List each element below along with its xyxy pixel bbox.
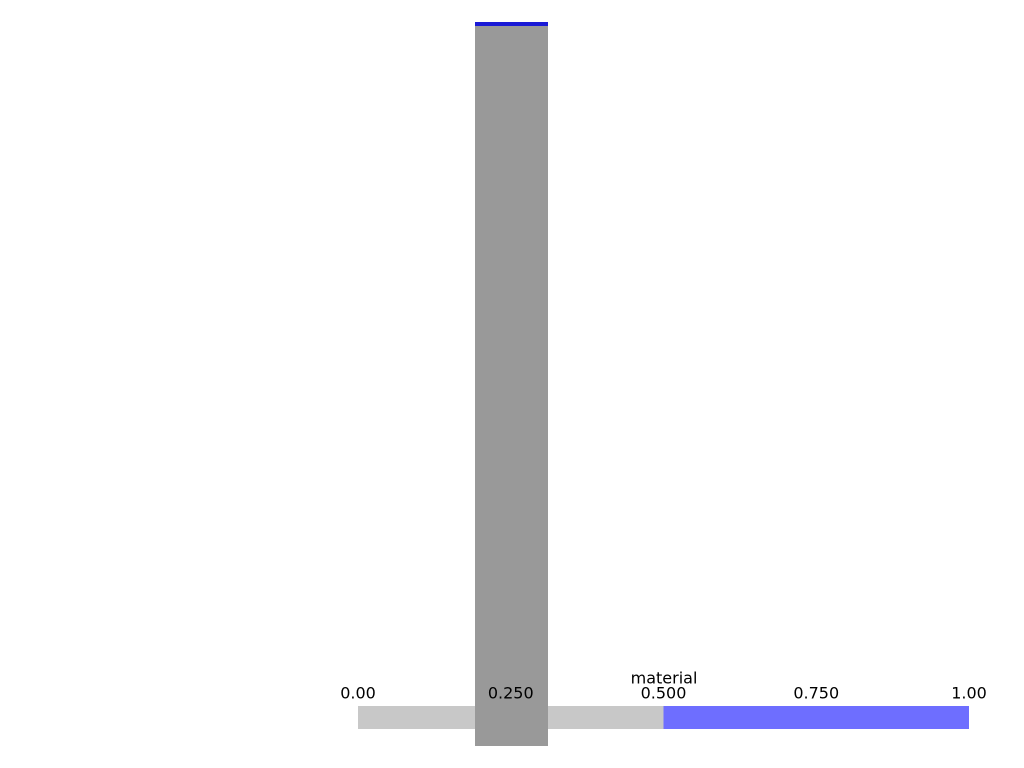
tick-label: 1.00 (951, 684, 987, 703)
tick-label: 0.750 (793, 684, 839, 703)
mesh-top-face (475, 22, 548, 26)
mesh-column (475, 22, 548, 746)
color-segment (663, 706, 969, 729)
tick-label: 0.00 (340, 684, 376, 703)
tick-label: 0.250 (488, 684, 534, 703)
scalar-bar (358, 706, 969, 729)
tick-label: 0.500 (641, 684, 687, 703)
scalar-bar-title: material (631, 669, 698, 688)
